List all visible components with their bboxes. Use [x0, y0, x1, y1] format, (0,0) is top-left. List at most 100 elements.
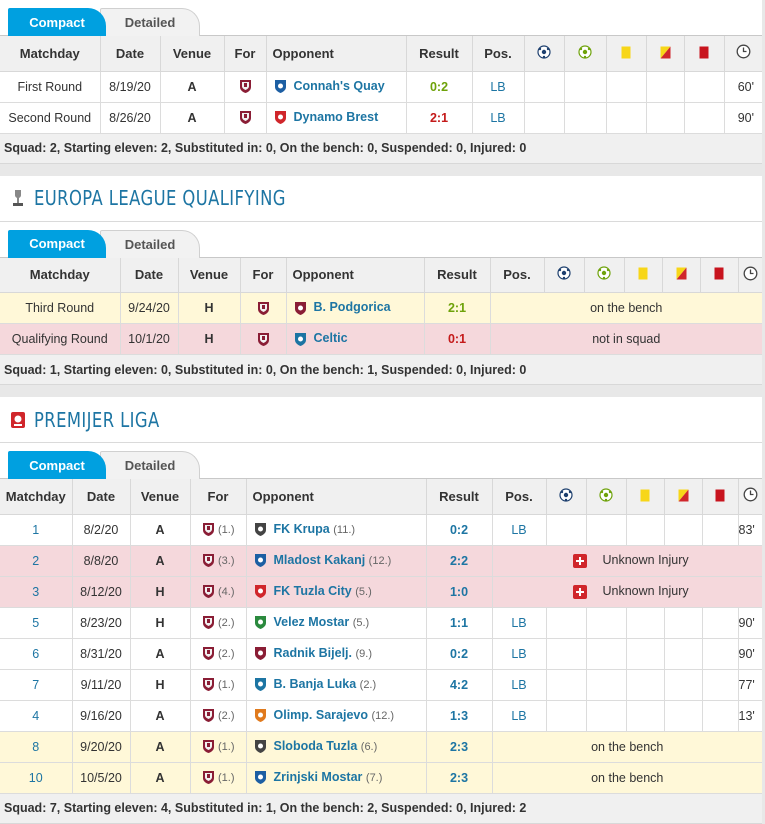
col-date-header[interactable]: Date	[72, 479, 131, 515]
opponent-crest-icon[interactable]	[253, 646, 268, 661]
result-link[interactable]: 2:3	[426, 731, 493, 763]
club-crest-icon[interactable]	[257, 332, 270, 347]
result-link[interactable]: 0:2	[426, 638, 493, 670]
matchday-label[interactable]: 10	[28, 770, 43, 785]
tab-detailed[interactable]: Detailed	[100, 451, 200, 479]
opponent-crest-icon[interactable]	[253, 708, 268, 723]
result-link[interactable]: 1:1	[426, 607, 493, 639]
opponent-crest-icon[interactable]	[273, 79, 288, 94]
matchday-cell[interactable]: 4	[0, 700, 73, 732]
goals-ball-header[interactable]	[524, 36, 565, 72]
club-crest-icon[interactable]	[202, 553, 215, 568]
opponent-crest-icon[interactable]	[253, 522, 268, 537]
matchday-cell[interactable]: 8	[0, 731, 73, 763]
yellow-red-card-header[interactable]	[664, 479, 703, 515]
tab-compact[interactable]: Compact	[8, 8, 106, 36]
yellow-card-header[interactable]	[606, 36, 647, 72]
col-opponent-header[interactable]: Opponent	[286, 257, 425, 293]
result-link[interactable]: 1:3	[426, 700, 493, 732]
opponent-crest-icon[interactable]	[253, 553, 268, 568]
red-card-header[interactable]	[702, 479, 739, 515]
opponent-link[interactable]: Dynamo Brest	[293, 109, 379, 124]
matchday-cell[interactable]: 7	[0, 669, 73, 701]
col-pos-header[interactable]: Pos.	[490, 257, 545, 293]
result-link[interactable]: 4:2	[426, 669, 493, 701]
result-link[interactable]: 2:1	[424, 292, 491, 324]
club-crest-icon[interactable]	[202, 677, 215, 692]
matchday-cell[interactable]: 1	[0, 514, 73, 546]
club-crest-icon[interactable]	[202, 739, 215, 754]
yellow-card-header[interactable]	[626, 479, 665, 515]
matchday-cell[interactable]: 5	[0, 607, 73, 639]
col-matchday-header[interactable]: Matchday	[0, 479, 73, 515]
opponent-crest-icon[interactable]	[253, 584, 268, 599]
opponent-link[interactable]: FK Krupa	[273, 521, 330, 536]
tab-compact[interactable]: Compact	[8, 229, 106, 258]
col-venue-header[interactable]: Venue	[178, 257, 241, 293]
minutes-clock-header[interactable]	[738, 257, 762, 293]
col-opponent-header[interactable]: Opponent	[246, 479, 427, 515]
tab-detailed[interactable]: Detailed	[100, 229, 200, 258]
result-link[interactable]: 0:2	[426, 514, 493, 546]
matchday-label[interactable]: 8	[32, 739, 40, 754]
opponent-link[interactable]: FK Tuzla City	[273, 583, 352, 598]
matchday-label[interactable]: 1	[32, 522, 40, 537]
opponent-link[interactable]: B. Podgorica	[313, 300, 391, 315]
col-pos-header[interactable]: Pos.	[472, 36, 525, 72]
assists-ball-header[interactable]	[586, 479, 627, 515]
result-link[interactable]: 0:2	[406, 71, 473, 103]
opponent-crest-icon[interactable]	[273, 110, 288, 125]
col-venue-header[interactable]: Venue	[130, 479, 191, 515]
result-link[interactable]: 2:1	[406, 102, 473, 134]
col-date-header[interactable]: Date	[120, 257, 179, 293]
red-card-header[interactable]	[684, 36, 725, 72]
matchday-label[interactable]: 3	[32, 584, 40, 599]
opponent-link[interactable]: Velez Mostar	[273, 614, 350, 629]
yellow-red-card-header[interactable]	[646, 36, 685, 72]
matchday-cell[interactable]: 6	[0, 638, 73, 670]
col-matchday-header[interactable]: Matchday	[0, 36, 101, 72]
club-crest-icon[interactable]	[202, 522, 215, 537]
club-crest-icon[interactable]	[239, 110, 252, 125]
club-crest-icon[interactable]	[202, 646, 215, 661]
col-venue-header[interactable]: Venue	[160, 36, 225, 72]
tab-compact[interactable]: Compact	[8, 451, 106, 479]
club-crest-icon[interactable]	[202, 770, 215, 785]
club-crest-icon[interactable]	[202, 584, 215, 599]
goals-ball-header[interactable]	[546, 479, 587, 515]
matchday-cell[interactable]: 3	[0, 576, 73, 608]
result-link[interactable]: 2:3	[426, 762, 493, 794]
matchday-label[interactable]: 4	[32, 708, 40, 723]
red-card-header[interactable]	[700, 257, 739, 293]
col-result-header[interactable]: Result	[406, 36, 473, 72]
minutes-clock-header[interactable]	[724, 36, 762, 72]
club-crest-icon[interactable]	[257, 301, 270, 316]
yellow-card-header[interactable]	[624, 257, 663, 293]
opponent-link[interactable]: Celtic	[313, 331, 348, 346]
matchday-label[interactable]: 2	[32, 553, 40, 568]
tab-detailed[interactable]: Detailed	[100, 8, 200, 36]
opponent-crest-icon[interactable]	[293, 301, 308, 316]
opponent-link[interactable]: Zrinjski Mostar	[273, 769, 363, 784]
result-link[interactable]: 2:2	[426, 545, 493, 577]
club-crest-icon[interactable]	[202, 615, 215, 630]
col-matchday-header[interactable]: Matchday	[0, 257, 121, 293]
opponent-link[interactable]: Olimp. Sarajevo	[273, 707, 368, 722]
opponent-crest-icon[interactable]	[253, 770, 268, 785]
yellow-red-card-header[interactable]	[662, 257, 701, 293]
result-link[interactable]: 1:0	[426, 576, 493, 608]
col-for-header[interactable]: For	[190, 479, 247, 515]
col-result-header[interactable]: Result	[426, 479, 493, 515]
goals-ball-header[interactable]	[544, 257, 585, 293]
minutes-clock-header[interactable]	[738, 479, 762, 515]
opponent-crest-icon[interactable]	[253, 615, 268, 630]
col-for-header[interactable]: For	[224, 36, 267, 72]
col-date-header[interactable]: Date	[100, 36, 161, 72]
matchday-cell[interactable]: 2	[0, 545, 73, 577]
opponent-link[interactable]: B. Banja Luka	[273, 676, 357, 691]
col-pos-header[interactable]: Pos.	[492, 479, 547, 515]
opponent-crest-icon[interactable]	[253, 677, 268, 692]
assists-ball-header[interactable]	[564, 36, 607, 72]
assists-ball-header[interactable]	[584, 257, 625, 293]
opponent-crest-icon[interactable]	[253, 739, 268, 754]
